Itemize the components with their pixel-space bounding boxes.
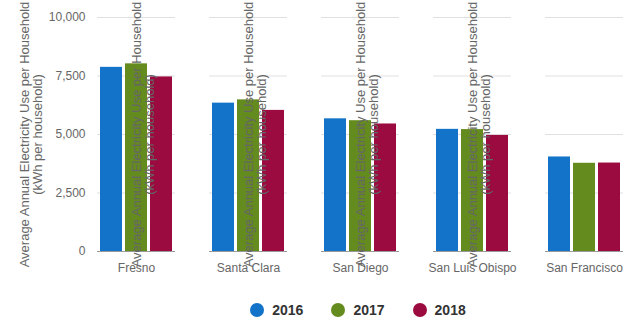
svg-text:Santa Clara: Santa Clara <box>216 261 281 275</box>
svg-text:Average Annual Electricity Use: Average Annual Electricity Use per House… <box>465 2 493 268</box>
svg-text:5,000: 5,000 <box>55 127 85 141</box>
svg-text:10,000: 10,000 <box>49 10 86 24</box>
svg-text:Fresno: Fresno <box>117 261 156 275</box>
svg-text:San Diego: San Diego <box>332 261 389 275</box>
html-text:2016: 2016 <box>272 302 304 318</box>
svg-text:0: 0 <box>79 244 86 258</box>
html-text:2017: 2017 <box>353 302 385 318</box>
svg-text:San Francisco: San Francisco <box>546 261 623 275</box>
svg-text:Average Annual Electricity Use: Average Annual Electricity Use per House… <box>353 2 381 268</box>
svg-text:San Luis Obispo: San Luis Obispo <box>428 261 517 275</box>
svg-text:2,500: 2,500 <box>55 186 85 200</box>
html-text:2018: 2018 <box>434 302 466 318</box>
svg-text:Average Annual Electricity Use: Average Annual Electricity Use per House… <box>241 2 269 268</box>
svg-text:Average Annual Electricity Use: Average Annual Electricity Use per House… <box>129 2 157 268</box>
svg-text:Average Annual Electricity Use: Average Annual Electricity Use per House… <box>17 2 45 268</box>
svg-text:7,500: 7,500 <box>55 69 85 83</box>
